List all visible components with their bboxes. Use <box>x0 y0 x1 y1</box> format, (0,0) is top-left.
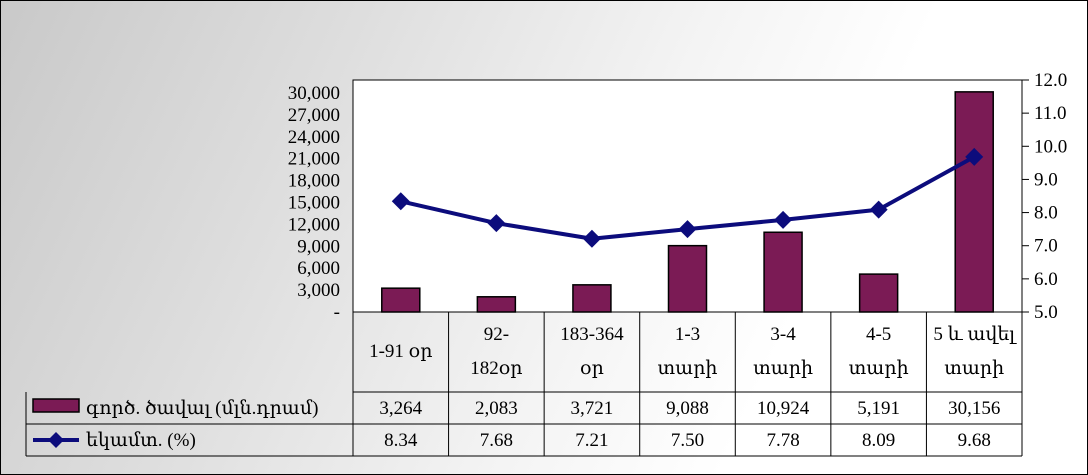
bar <box>381 287 421 313</box>
line-point-diamond <box>487 214 506 233</box>
left-axis-tick-label: 9,000 <box>297 236 340 257</box>
category-label: 183-364 <box>560 324 624 345</box>
bar <box>763 231 803 313</box>
legend-bar-label: գործ. ծավալ (մլն.դրամ) <box>86 398 318 419</box>
line-value-cell: 8.09 <box>862 430 895 451</box>
bar <box>954 91 994 313</box>
bar-value-cell: 3,721 <box>571 398 614 419</box>
line-value-cell: 9.68 <box>958 430 991 451</box>
line-point-diamond <box>678 220 697 239</box>
category-label: տարի <box>658 358 718 379</box>
bar-value-cell: 10,924 <box>757 398 810 419</box>
bar-value-cell: 2,083 <box>475 398 518 419</box>
right-axis-tick-label: 12.0 <box>1034 70 1067 91</box>
line-value-cell: 8.34 <box>384 430 418 451</box>
bar <box>572 284 612 313</box>
category-label: 5 և ավել <box>933 324 1017 345</box>
line-value-cell: 7.50 <box>671 430 704 451</box>
right-axis-tick-label: 7.0 <box>1034 236 1058 257</box>
category-label: 92- <box>484 324 509 345</box>
left-axis-tick-label: 6,000 <box>297 258 340 279</box>
bar-value-cell: 30,156 <box>948 398 1000 419</box>
right-axis-tick-label: 10.0 <box>1034 136 1067 157</box>
line-value-cell: 7.68 <box>480 430 513 451</box>
line-value-cell: 7.21 <box>575 430 608 451</box>
left-axis-tick-label: 24,000 <box>288 127 340 148</box>
left-axis-tick-label: 3,000 <box>297 280 340 301</box>
left-axis-tick-label: 12,000 <box>288 214 340 235</box>
line-point-diamond <box>869 200 888 219</box>
category-label: տարի <box>849 358 909 379</box>
right-axis-tick-label: 11.0 <box>1034 103 1067 124</box>
category-label: 1-3 <box>675 324 700 345</box>
left-axis-tick-label: 15,000 <box>288 193 340 214</box>
category-label: տարի <box>944 358 1004 379</box>
right-axis-tick-label: 9.0 <box>1034 169 1058 190</box>
line-point-diamond <box>774 210 793 229</box>
category-label: 4-5 <box>866 324 891 345</box>
category-label: 182օր <box>470 358 522 379</box>
left-axis-tick-label: 18,000 <box>288 171 340 192</box>
bar-value-cell: 5,191 <box>857 398 900 419</box>
left-axis-tick-label: 30,000 <box>288 83 340 104</box>
bar-value-cell: 3,264 <box>379 398 422 419</box>
line-value-cell: 7.78 <box>766 430 799 451</box>
legend-line-label: եկամտ. (%) <box>86 430 196 451</box>
bar <box>858 273 899 313</box>
left-axis-tick-label: 27,000 <box>288 105 340 126</box>
category-label: 1-91 օր <box>369 341 432 362</box>
bar <box>667 244 708 313</box>
bar-value-cell: 9,088 <box>666 398 709 419</box>
right-axis-tick-label: 5.0 <box>1034 302 1058 323</box>
legend-bar-swatch <box>32 398 80 413</box>
bar <box>476 296 517 313</box>
line-point-diamond <box>391 192 410 211</box>
left-axis-tick-label: - <box>334 302 340 323</box>
line-point-diamond <box>582 229 601 248</box>
category-label: օր <box>580 358 604 379</box>
left-axis-tick-label: 21,000 <box>288 149 340 170</box>
legend-diamond-icon <box>48 432 64 448</box>
right-axis-tick-label: 6.0 <box>1034 269 1058 290</box>
line-point-diamond <box>965 147 984 166</box>
category-label: տարի <box>753 358 813 379</box>
right-axis-tick-label: 8.0 <box>1034 203 1058 224</box>
category-label: 3-4 <box>770 324 796 345</box>
